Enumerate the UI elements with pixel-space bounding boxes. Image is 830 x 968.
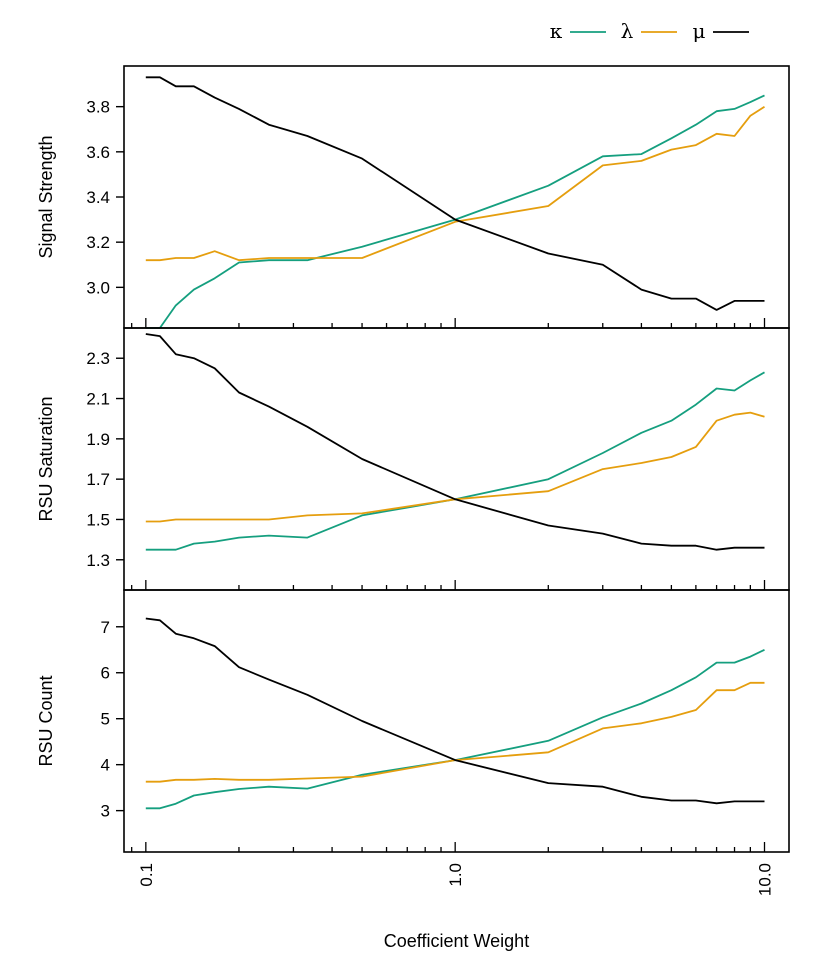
y-tick-label: 7 <box>101 618 110 637</box>
x-axis: 0.1 1.0 10.0 <box>137 863 775 896</box>
legend: κ λ μ <box>550 19 749 43</box>
y-tick-label: 3 <box>101 802 110 821</box>
series-line-3 <box>145 617 765 805</box>
y-tick-label: 5 <box>101 710 110 729</box>
series-line-3 <box>145 76 765 311</box>
panel-frame <box>123 589 790 853</box>
y-tick-label: 3.2 <box>86 233 110 252</box>
x-axis-label: Coefficient Weight <box>384 931 529 951</box>
x-tick-label: 0.1 <box>137 863 156 887</box>
y-tick-label: 6 <box>101 664 110 683</box>
panel-3: 3 4 5 6 7 RSU Count <box>36 589 790 853</box>
series-line-2 <box>145 681 765 783</box>
series-line-2 <box>145 411 765 523</box>
y-tick-label: 1.3 <box>86 551 110 570</box>
x-tick-label: 10.0 <box>756 863 775 896</box>
y-tick-label: 3.6 <box>86 143 110 162</box>
series-line-1 <box>145 648 765 810</box>
legend-label: λ <box>621 19 634 43</box>
legend-label: μ <box>693 19 706 43</box>
y-tick-label: 1.9 <box>86 430 110 449</box>
y-tick-label: 4 <box>101 756 110 775</box>
y-axis-label: RSU Count <box>36 675 56 766</box>
y-tick-label: 3.4 <box>86 188 110 207</box>
panel-2: 1.3 1.5 1.7 1.9 2.1 2.3 RSU Saturation <box>36 327 790 591</box>
y-axis-label: Signal Strength <box>36 135 56 258</box>
series-line-3 <box>145 333 765 551</box>
panel-1: 3.0 3.2 3.4 3.6 3.8 Signal Strength <box>36 65 790 329</box>
legend-label: κ <box>550 19 563 43</box>
y-tick-label: 2.3 <box>86 349 110 368</box>
series-line-1 <box>145 371 765 551</box>
y-tick-label: 1.5 <box>86 510 110 529</box>
panel-frame <box>123 327 790 591</box>
y-tick-label: 2.1 <box>86 390 110 409</box>
series-line-1 <box>145 94 765 329</box>
series-line-2 <box>145 105 765 262</box>
y-tick-label: 3.8 <box>86 98 110 117</box>
y-tick-label: 3.0 <box>86 278 110 297</box>
y-tick-label: 1.7 <box>86 470 110 489</box>
x-tick-label: 1.0 <box>446 863 465 887</box>
y-axis-label: RSU Saturation <box>36 396 56 521</box>
panel-frame <box>123 65 790 329</box>
